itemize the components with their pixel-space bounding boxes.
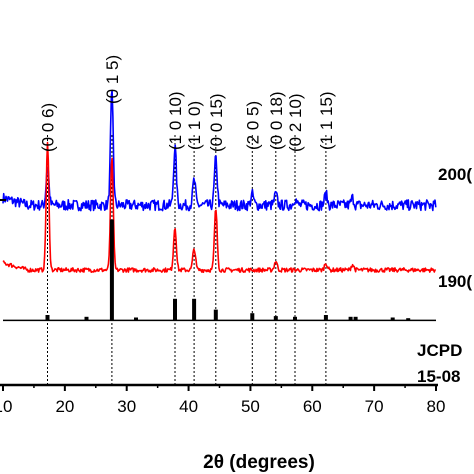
series-label: 200( bbox=[438, 165, 472, 184]
series-label: 190( bbox=[438, 272, 472, 291]
reference-stick bbox=[213, 309, 218, 321]
series-label: JCPD bbox=[417, 341, 462, 360]
series-trace-0 bbox=[2, 89, 437, 212]
reference-stick bbox=[45, 315, 50, 321]
reference-stick bbox=[250, 313, 255, 321]
miller-label: (1 1 0) bbox=[185, 101, 204, 150]
reference-stick bbox=[323, 315, 328, 321]
reference-stick bbox=[134, 317, 138, 321]
x-tick-label: 50 bbox=[241, 397, 260, 416]
reference-stick bbox=[173, 298, 177, 321]
x-axis bbox=[0, 199, 438, 387]
miller-label: (0 2 10) bbox=[286, 93, 305, 152]
reference-stick bbox=[109, 219, 114, 321]
reflection-drop-lines bbox=[47, 135, 327, 385]
miller-label: (0 0 18) bbox=[267, 91, 286, 150]
x-tick-label: 40 bbox=[179, 397, 198, 416]
x-tick-label: 80 bbox=[427, 397, 446, 416]
reference-stick bbox=[293, 316, 297, 321]
x-axis-label: 2θ (degrees) bbox=[203, 452, 315, 473]
reference-stick bbox=[353, 316, 358, 321]
series-labels: 200( 190( JCPD 15-08 bbox=[417, 165, 472, 386]
miller-label: (2 0 5) bbox=[243, 101, 262, 150]
reference-stick bbox=[348, 316, 353, 321]
series-traces bbox=[2, 89, 437, 322]
x-tick-label: 20 bbox=[55, 397, 74, 416]
miller-label: (0 0 6) bbox=[39, 103, 58, 152]
x-tick-label: 60 bbox=[303, 397, 322, 416]
reference-stick bbox=[84, 316, 89, 321]
x-tick-label: 10 bbox=[0, 397, 12, 416]
reference-stick bbox=[406, 318, 411, 321]
series-trace-1 bbox=[2, 141, 436, 273]
series-label: 15-08 bbox=[417, 367, 460, 386]
miller-label: (1 0 10) bbox=[166, 91, 185, 150]
reference-stick bbox=[273, 316, 278, 321]
reference-stick bbox=[390, 317, 395, 321]
x-tick-label: 70 bbox=[365, 397, 384, 416]
x-axis-ticks: 10 20 30 40 50 60 70 80 bbox=[0, 385, 445, 416]
miller-label: (0 1 5) bbox=[103, 55, 122, 104]
miller-label: (1 1 15) bbox=[317, 91, 336, 150]
miller-label: (0 0 15) bbox=[207, 93, 226, 152]
miller-index-labels: (0 0 6) (0 1 5) (1 0 10) (1 1 0) (0 0 15) (2 … bbox=[39, 55, 336, 152]
x-tick-label: 30 bbox=[117, 397, 136, 416]
reference-stick bbox=[192, 298, 197, 321]
